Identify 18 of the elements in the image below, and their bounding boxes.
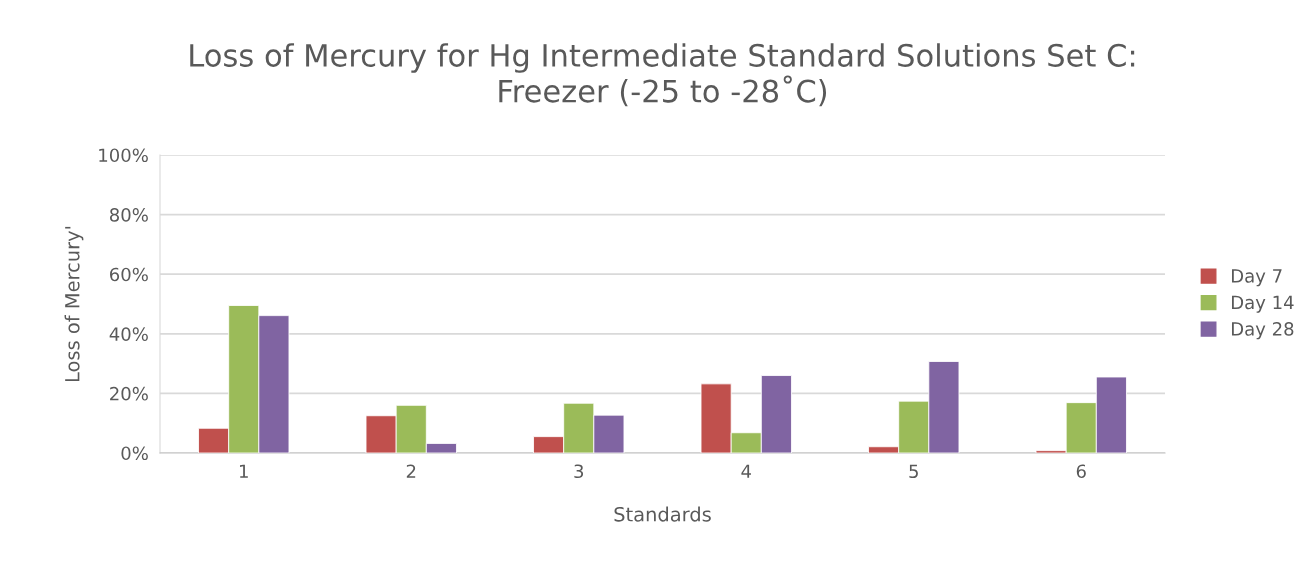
- legend-label: Day 28: [1232, 322, 1294, 340]
- legend-label: Day 14: [1232, 295, 1294, 313]
- x-tick-label: 1: [239, 464, 248, 478]
- legend-label: Day 7: [1232, 269, 1282, 287]
- y-tick-label: 0%: [121, 446, 148, 461]
- y-tick-label: 100%: [99, 148, 148, 163]
- y-tick-label: 60%: [110, 267, 148, 282]
- y-tick-label: 80%: [109, 208, 148, 222]
- x-tick-label: 4: [741, 464, 751, 478]
- x-tick-label: 3: [574, 464, 584, 479]
- x-tick-label: 6: [1076, 464, 1086, 479]
- y-tick-label: 40%: [109, 327, 148, 341]
- x-axis-title: Standards: [614, 506, 711, 522]
- x-tick-label: 2: [406, 464, 416, 478]
- chart-title: Loss of Mercury for Hg Intermediate Standard Solutions Set C: Freezer (-25 to -28˚C): [190, 43, 1135, 107]
- x-tick-label: 5: [909, 464, 918, 479]
- y-axis-title: Loss of Mercury': [64, 226, 84, 382]
- y-tick-label: 20%: [110, 386, 148, 401]
